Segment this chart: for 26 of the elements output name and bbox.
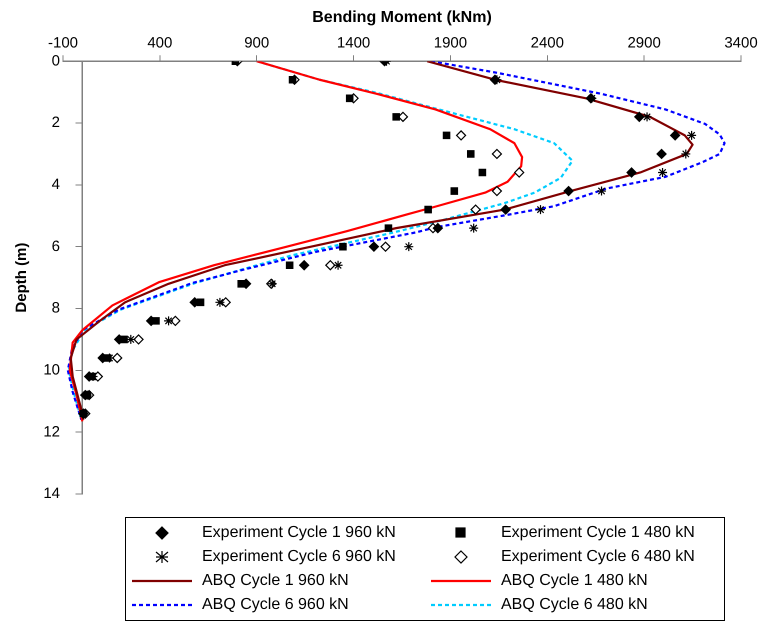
legend-label: Experiment Cycle 6 480 kN <box>501 548 695 566</box>
y-tick-label: 2 <box>52 114 60 132</box>
x-tick-label: 2400 <box>530 34 564 52</box>
y-tick-label: 14 <box>43 485 60 502</box>
y-axis-title: Depth (m) <box>13 242 30 313</box>
legend-label: Experiment Cycle 1 960 kN <box>202 524 396 542</box>
legend-label: ABQ Cycle 1 480 kN <box>501 572 648 590</box>
x-axis-title: Bending Moment (kNm) <box>312 9 492 26</box>
y-tick-label: 8 <box>52 300 60 317</box>
legend-label: ABQ Cycle 6 960 kN <box>202 596 349 614</box>
y-tick-label: 12 <box>43 423 60 440</box>
y-tick-label: 10 <box>43 361 60 378</box>
y-tick-label: 6 <box>52 238 60 255</box>
x-tick-label: 400 <box>147 34 172 52</box>
x-tick-label: 3400 <box>724 34 758 52</box>
legend-label: Experiment Cycle 6 960 kN <box>202 548 396 566</box>
y-tick-label: 0 <box>52 52 60 70</box>
legend-label: Experiment Cycle 1 480 kN <box>501 524 695 542</box>
x-tick-label: 1900 <box>434 34 468 52</box>
legend-label: ABQ Cycle 6 480 kN <box>501 596 648 614</box>
y-tick-label: 4 <box>52 176 60 193</box>
x-tick-label: 900 <box>244 34 270 52</box>
x-tick-label: -100 <box>48 34 78 52</box>
legend-label: ABQ Cycle 1 960 kN <box>202 572 349 590</box>
x-tick-label: 2900 <box>627 34 661 52</box>
x-tick-label: 1400 <box>336 34 370 52</box>
